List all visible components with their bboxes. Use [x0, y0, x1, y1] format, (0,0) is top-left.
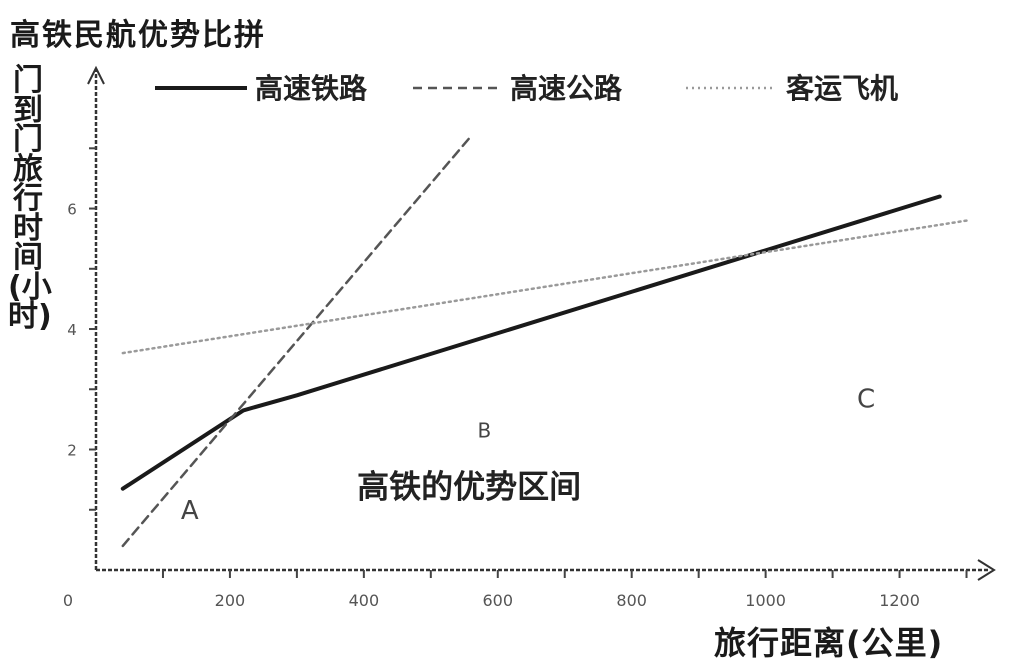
x-axis-label: 旅行距离(公里) [714, 624, 944, 662]
legend-label-1: 高速铁路 [255, 72, 368, 105]
y-tick-label: 2 [67, 442, 77, 460]
x-tick-label: 400 [349, 591, 380, 610]
y-axis-label: 门到门旅行时间(小时) [8, 63, 52, 334]
x-tick-label: 1000 [745, 591, 786, 610]
legend-label-3: 客运飞机 [786, 72, 898, 105]
x-tick-label: 800 [616, 591, 647, 610]
x-tick-label: 600 [483, 591, 514, 610]
y-axis-arrow [87, 65, 105, 85]
x-tick-label: 200 [215, 591, 246, 610]
advantage-annotation: 高铁的优势区间 [357, 468, 581, 506]
series-line-3 [121, 219, 968, 355]
x-axis-arrow [977, 559, 996, 581]
series-line-1 [120, 194, 942, 491]
series-line-2 [121, 134, 473, 548]
x-tick-label: 1200 [879, 591, 920, 610]
region-label-a: A [181, 496, 199, 526]
legend-label-2: 高速公路 [510, 72, 623, 105]
y-tick-label: 6 [67, 201, 77, 219]
chart-title: 高铁民航优势比拼 [10, 18, 266, 53]
region-label-c: C [857, 384, 875, 414]
region-label-b: B [478, 418, 492, 442]
x-tick-label: 0 [63, 591, 73, 610]
y-tick-label: 4 [67, 321, 77, 339]
